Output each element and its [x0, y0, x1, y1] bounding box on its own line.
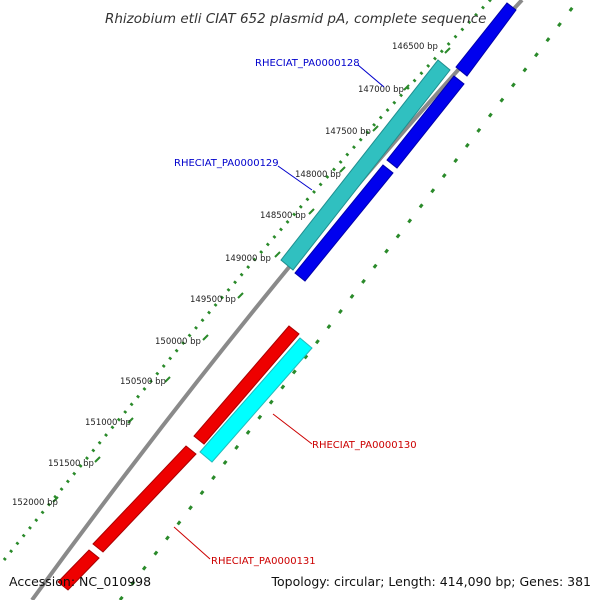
tick-label: 151500 bp — [48, 459, 94, 469]
tick-label: 148500 bp — [260, 211, 306, 221]
tick-mark — [339, 166, 346, 173]
tick-mark — [274, 251, 281, 258]
tick-mark — [202, 334, 209, 341]
tick-mark — [164, 376, 171, 383]
gene-label[interactable]: RHECIAT_PA0000131 — [211, 556, 316, 567]
tick-mark — [127, 417, 134, 424]
map-title: Rhizobium etli CIAT 652 plasmid pA, comp… — [105, 11, 486, 27]
tick-label: 152000 bp — [12, 498, 58, 508]
cds-arrow-forward — [386, 75, 465, 169]
cds-arrow-reverse — [92, 445, 197, 553]
cds-arrow-reverse — [57, 549, 100, 591]
tick-mark — [94, 456, 101, 463]
tick-label: 150000 bp — [155, 337, 201, 347]
tick-label: 147000 bp — [358, 85, 404, 95]
gene-label[interactable]: RHECIAT_PA0000129 — [174, 158, 279, 169]
tick-mark — [372, 125, 379, 132]
tick-mark — [403, 84, 410, 91]
tick-label: 148000 bp — [295, 170, 341, 180]
gene-leader-line — [357, 64, 385, 88]
feature-block-cyan — [199, 337, 313, 463]
tick-label: 149500 bp — [190, 295, 236, 305]
tick-mark — [444, 47, 451, 54]
cds-arrow-forward — [294, 164, 394, 282]
gene-label[interactable]: RHECIAT_PA0000128 — [255, 58, 360, 69]
scale-tick-marks — [52, 47, 451, 503]
gene-leader-line — [173, 526, 211, 560]
gene-leader-line — [272, 413, 313, 445]
tick-mark — [308, 208, 315, 215]
accession-text: Accession: NC_010998 — [9, 574, 151, 589]
cds-arrow-forward — [455, 2, 517, 77]
gene-label[interactable]: RHECIAT_PA0000130 — [312, 440, 417, 451]
scale-tick-labels: 146500 bp 147000 bp 147500 bp 148000 bp … — [12, 42, 438, 508]
tick-label: 147500 bp — [325, 127, 371, 137]
tick-label: 149000 bp — [225, 254, 271, 264]
backbone-line — [30, 0, 524, 600]
feature-block-teal — [280, 59, 451, 271]
tick-mark — [52, 496, 59, 503]
tick-label: 150500 bp — [120, 377, 166, 387]
cds-arrow-reverse — [193, 325, 300, 445]
tick-label: 151000 bp — [85, 418, 131, 428]
topology-summary: Topology: circular; Length: 414,090 bp; … — [271, 574, 592, 589]
tick-mark — [237, 292, 244, 299]
tick-label: 146500 bp — [392, 42, 438, 52]
gene-leader-line — [277, 165, 313, 191]
